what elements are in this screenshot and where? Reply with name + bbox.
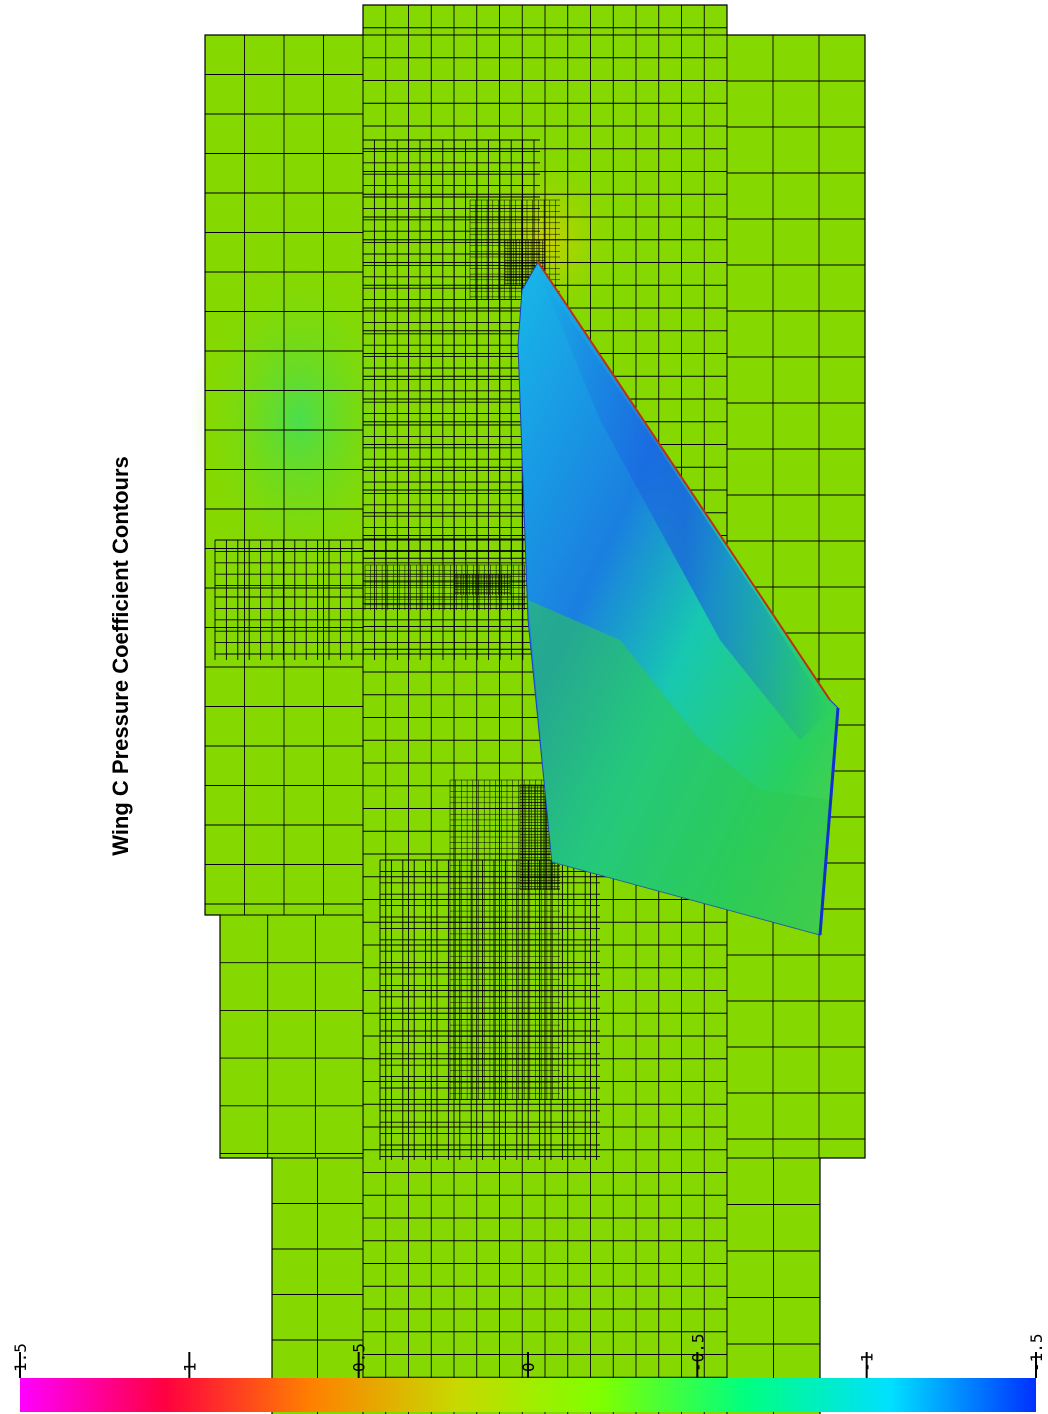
- colorbar-tick-label: 1.5: [11, 1343, 30, 1372]
- colorbar-tick-label: 1: [180, 1362, 199, 1372]
- wing-shock-band: [540, 275, 830, 740]
- figure-title: Wing C Pressure Coefficient Contours: [108, 456, 133, 856]
- colorbar-ramp: [20, 1378, 1036, 1412]
- colorbar-ticks: 1.5 1 0.5 0 -0.5 -1 -1.5: [11, 1333, 1046, 1378]
- wing-leading-edge: [537, 261, 831, 701]
- colorbar-tick-label: 0.5: [350, 1343, 369, 1372]
- colorbar: 1.5 1 0.5 0 -0.5 -1 -1.5: [11, 1333, 1046, 1412]
- colorbar-tick-label: -1.5: [1027, 1333, 1046, 1372]
- colorbar-tick-label: 0: [519, 1362, 538, 1372]
- wing-root-region: [528, 600, 830, 935]
- wing-surface: [517, 261, 840, 936]
- colorbar-tick-label: -1: [858, 1353, 877, 1372]
- colorbar-tick-label: -0.5: [688, 1333, 707, 1372]
- wing-tip-edge: [818, 707, 840, 936]
- upstream-suction-region: [190, 250, 410, 590]
